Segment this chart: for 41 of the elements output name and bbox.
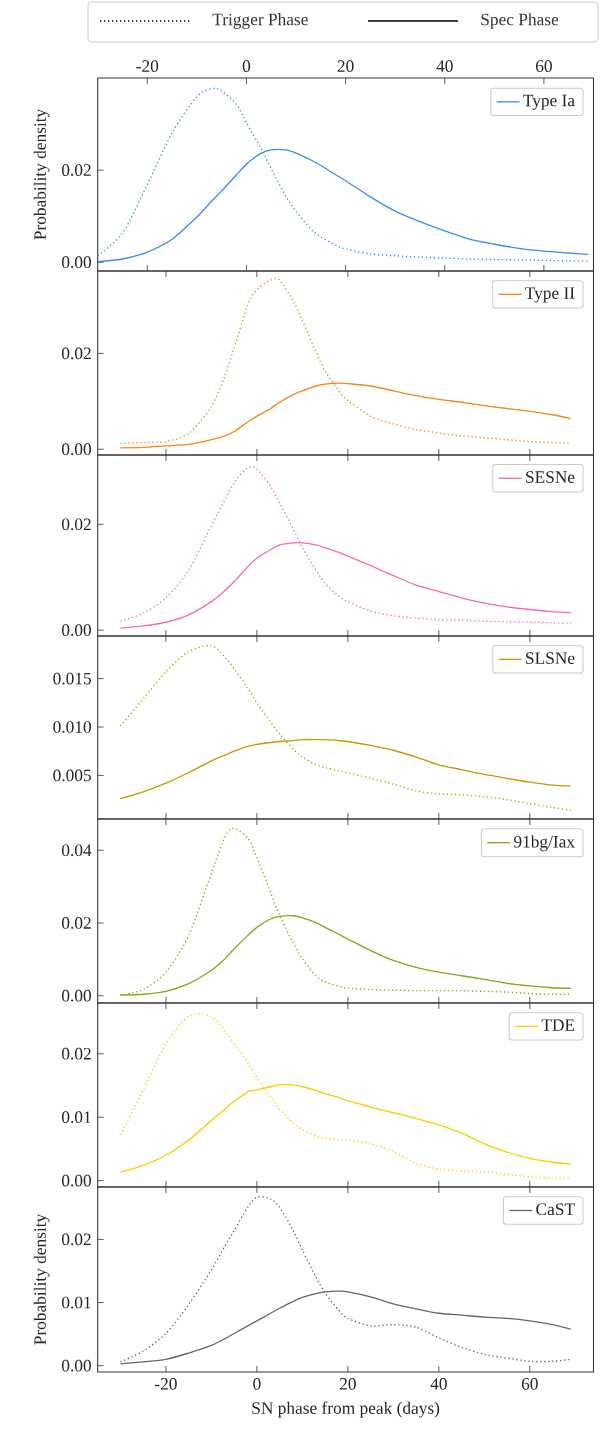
legend-label: SESNe (526, 471, 575, 483)
x-axis-title: SN phase from peak (days) (252, 1401, 440, 1418)
x-tick-label: 40 (436, 60, 453, 72)
x-tick-label: -20 (155, 1378, 177, 1390)
y-tick-label: 0.00 (61, 624, 91, 637)
y-tick-label: 0.00 (61, 443, 91, 456)
y-tick-label: 0.02 (61, 1047, 91, 1060)
y-tick-label: 0.02 (61, 164, 91, 176)
legend-label: 91bg/Iax (513, 835, 575, 852)
y-tick-label: 0.02 (61, 347, 91, 360)
legend-label: Type II (525, 287, 575, 303)
y-axis-title: Probability density (33, 1213, 50, 1345)
y-tick-label: 0.01 (61, 1296, 91, 1309)
legend-label: CaST (536, 1203, 575, 1216)
text: Trigger Phase (212, 13, 308, 29)
x-tick-label: 60 (536, 60, 552, 72)
y-tick-label: 0.015 (53, 672, 91, 685)
x-tick-label: -20 (136, 60, 159, 72)
text: Spec Phase (481, 13, 559, 29)
y-tick-label: 0.005 (53, 769, 91, 782)
y-tick-label: 0.00 (61, 1359, 91, 1372)
y-tick-label: 0.010 (53, 721, 91, 733)
x-tick-label: 60 (521, 1378, 538, 1390)
y-tick-label: 0.00 (61, 989, 91, 1002)
y-tick-label: 0.04 (61, 844, 92, 857)
x-tick-label: 20 (337, 60, 354, 72)
x-tick-label: 20 (339, 1378, 356, 1390)
y-tick-label: 0.01 (61, 1111, 91, 1124)
legend-label: SLSNe (526, 652, 575, 664)
y-tick-label: 0.02 (61, 917, 91, 929)
y-tick-label: 0.02 (61, 1233, 91, 1246)
x-tick-label: 0 (253, 1378, 261, 1390)
y-axis-title: Probability density (33, 108, 50, 240)
y-tick-label: 0.02 (61, 518, 91, 531)
y-tick-label: 0.00 (61, 1174, 91, 1187)
x-tick-label: 0 (242, 60, 251, 72)
y-tick-label: 0.00 (61, 256, 91, 269)
line-series (97, 87, 590, 262)
legend-label: Type Ia (523, 94, 575, 110)
legend-label: TDE (541, 1019, 575, 1031)
x-tick-label: 40 (430, 1378, 447, 1390)
